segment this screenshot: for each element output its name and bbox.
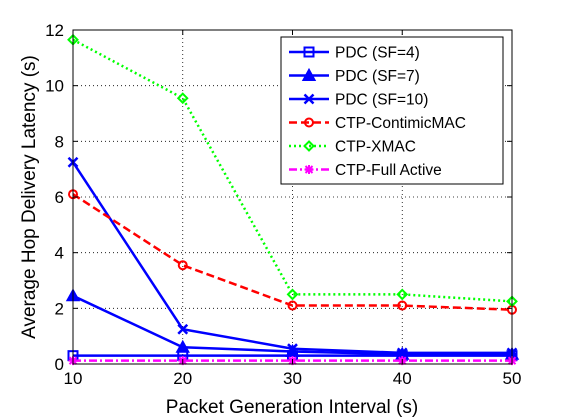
legend-entry: PDC (SF=7) bbox=[289, 67, 420, 85]
y-tick-label: 6 bbox=[55, 188, 64, 207]
square-marker bbox=[303, 46, 315, 58]
x-tick-label: 10 bbox=[64, 369, 83, 388]
series-pdc-sf-10- bbox=[67, 156, 518, 359]
legend-label: CTP-ContimicMAC bbox=[335, 115, 466, 132]
x-tick-label: 30 bbox=[283, 369, 302, 388]
legend-entry: CTP-ContimicMAC bbox=[289, 115, 466, 132]
diamond-marker bbox=[303, 140, 315, 152]
legend-label: CTP-Full Active bbox=[335, 162, 442, 179]
legend-box bbox=[280, 36, 504, 185]
x-tick-label: 20 bbox=[173, 369, 192, 388]
diamond-marker bbox=[176, 92, 189, 105]
y-tick-label: 10 bbox=[45, 77, 64, 96]
axis-ticks: 10 20 30 40 50 0 2 4 6 8 10 12 bbox=[45, 21, 521, 388]
legend-entry: PDC (SF=4) bbox=[289, 45, 420, 62]
x-marker bbox=[396, 347, 408, 359]
series-line bbox=[72, 38, 513, 303]
circle-marker bbox=[177, 260, 188, 271]
diamond-marker bbox=[286, 288, 299, 301]
x-marker bbox=[287, 343, 298, 355]
legend-label: PDC (SF=7) bbox=[335, 68, 420, 85]
legend-label: PDC (SF=10) bbox=[335, 92, 428, 109]
y-axis-label: Average Hop Delivery Latency (s) bbox=[19, 55, 40, 339]
star-marker bbox=[304, 165, 314, 174]
circle-marker bbox=[397, 300, 408, 311]
x-axis-label: Packet Generation Interval (s) bbox=[166, 397, 418, 418]
x-tick-label: 50 bbox=[503, 369, 522, 388]
diamond-marker bbox=[396, 288, 409, 301]
legend-entry: PDC (SF=10) bbox=[289, 92, 428, 109]
triangle-marker bbox=[301, 67, 317, 81]
legend-entry: CTP-Full Active bbox=[289, 162, 442, 179]
y-tick-label: 4 bbox=[55, 244, 64, 263]
y-tick-label: 0 bbox=[55, 355, 64, 374]
circle-marker bbox=[304, 117, 314, 128]
circle-marker bbox=[287, 300, 298, 311]
x-marker bbox=[177, 323, 189, 335]
x-marker bbox=[303, 93, 315, 105]
legend-label: PDC (SF=4) bbox=[335, 45, 420, 62]
triangle-marker bbox=[175, 339, 190, 353]
legend-entry: CTP-XMAC bbox=[289, 139, 416, 156]
series-line bbox=[72, 193, 513, 311]
y-tick-label: 8 bbox=[55, 132, 64, 151]
x-tick-label: 40 bbox=[393, 369, 412, 388]
y-tick-label: 12 bbox=[45, 21, 64, 40]
y-tick-label: 2 bbox=[55, 299, 64, 318]
legend-label: CTP-XMAC bbox=[335, 139, 416, 156]
legend: PDC (SF=4) PDC (SF=7) PDC (SF=10) CTP-Conti… bbox=[280, 36, 504, 185]
